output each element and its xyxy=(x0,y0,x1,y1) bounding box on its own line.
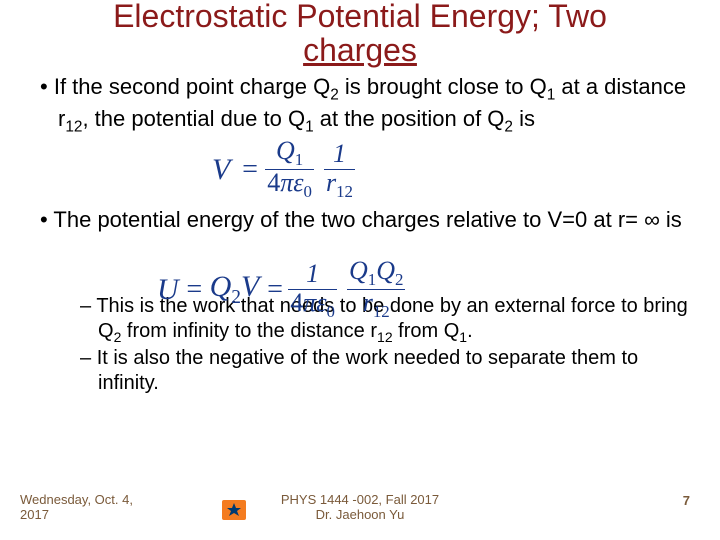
footer-course: PHYS 1444 -002, Fall 2017 Dr. Jaehoon Yu xyxy=(0,492,720,522)
f1-n1: Q xyxy=(276,136,295,165)
s1-t4: . xyxy=(467,320,473,342)
f2-n2as: 1 xyxy=(368,270,376,289)
s2-t1: It is also the negative of the work need… xyxy=(97,347,638,394)
bullet-2: The potential energy of the two charges … xyxy=(40,206,690,234)
title-line2: charges xyxy=(303,32,417,68)
slide: Electrostatic Potential Energy; Two char… xyxy=(0,0,720,540)
f2-d2s: 12 xyxy=(373,302,390,321)
page-num: 7 xyxy=(683,493,690,508)
s1-t2: from infinity to the distance r xyxy=(121,320,377,342)
b2-t1: The potential energy of the two charges … xyxy=(53,207,681,232)
f1-d2s: 12 xyxy=(336,182,353,201)
f1-eq: = xyxy=(240,154,259,185)
f1-n1s: 1 xyxy=(295,150,303,169)
f2-d1es: 0 xyxy=(327,302,335,321)
b1-t2: is brought close to Q xyxy=(339,74,547,99)
page-number: 7 xyxy=(683,493,690,508)
f2-d1a: 4 xyxy=(290,288,303,317)
f2-d1p: π xyxy=(303,288,316,317)
f2-eq2: = xyxy=(265,274,284,305)
formula-2: U = Q2V = 1 Q1Q2 4πε0 r12 xyxy=(155,258,405,321)
f1-d1es: 0 xyxy=(304,182,312,201)
f1-d2: r xyxy=(326,168,336,197)
f2-m1: Q xyxy=(210,270,232,303)
f2-n2b: Q xyxy=(376,256,395,285)
f2-n1: 1 xyxy=(306,259,319,288)
f2-eq1: = xyxy=(185,274,204,305)
f2-m1s: 2 xyxy=(231,287,241,308)
f2-d2: r xyxy=(363,288,373,317)
title-line1: Electrostatic Potential Energy; Two xyxy=(113,0,607,34)
f2-lhs: U xyxy=(157,273,179,306)
f1-lhs: V xyxy=(212,153,230,186)
f2-m2: V xyxy=(241,270,259,303)
bullet-1: If the second point charge Q2 is brought… xyxy=(40,73,690,136)
s1-t3: from Q xyxy=(393,320,460,342)
f1-d1a: 4 xyxy=(267,168,280,197)
f2-d1e: ε xyxy=(316,288,326,317)
b1-t6: is xyxy=(513,106,535,131)
footer-instructor: Dr. Jaehoon Yu xyxy=(316,507,405,522)
f2-n2a: Q xyxy=(349,256,368,285)
f1-d1e: ε xyxy=(293,168,303,197)
footer-course-text: PHYS 1444 -002, Fall 2017 xyxy=(281,492,439,507)
slide-title: Electrostatic Potential Energy; Two char… xyxy=(40,0,680,67)
f1-d1p: π xyxy=(280,168,293,197)
f1-n2: 1 xyxy=(333,139,346,168)
formula-1: V = Q1 1 4πε0 r12 xyxy=(210,138,355,201)
b1-t1: If the second point charge Q xyxy=(54,74,330,99)
b1-t5: at the position of Q xyxy=(314,106,505,131)
b1-t4: , the potential due to Q xyxy=(82,106,305,131)
sub-bullet-2: It is also the negative of the work need… xyxy=(80,346,690,396)
f2-n2bs: 2 xyxy=(395,270,403,289)
